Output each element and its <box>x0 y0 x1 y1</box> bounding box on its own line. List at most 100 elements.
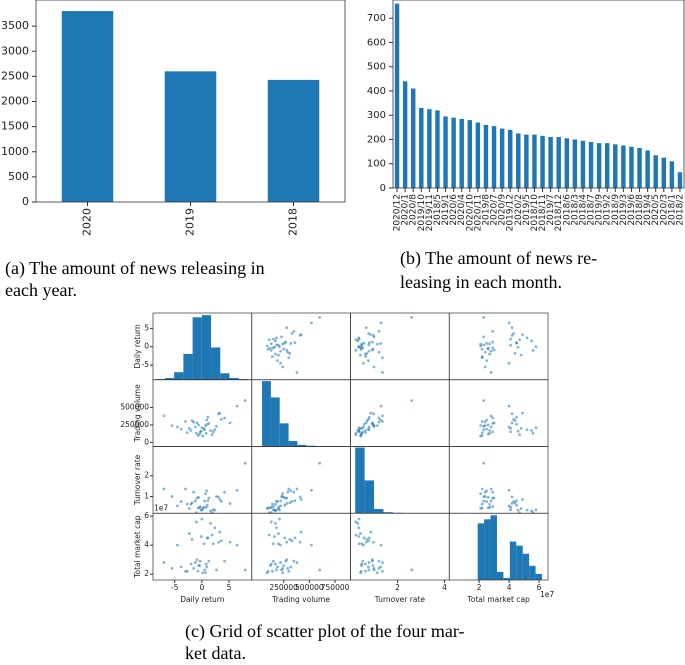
scatter-point <box>367 539 371 543</box>
x-tick-label: 4 <box>507 583 512 592</box>
scatter-point <box>295 371 299 374</box>
bar <box>564 138 570 188</box>
histogram-bar <box>477 523 485 580</box>
scatter-point <box>530 339 533 343</box>
scatter-point <box>510 412 514 416</box>
y-tick-label: 4 <box>144 540 149 549</box>
scatter-point <box>196 569 200 573</box>
scatter-point <box>270 355 274 359</box>
x-tick-label: 2018/2 <box>675 194 685 226</box>
scatter-point <box>381 569 384 573</box>
scatter-point <box>519 353 523 357</box>
y-tick-label: 6 <box>144 511 149 520</box>
scatter-point <box>357 535 361 538</box>
scatter-point <box>377 329 381 333</box>
scatter-point <box>203 499 206 503</box>
scatter-point <box>354 338 358 342</box>
scatter-point <box>275 508 278 512</box>
scatter-point <box>284 340 288 344</box>
scatter-point <box>525 336 529 340</box>
x-tick-label: 2019/6 <box>627 194 637 226</box>
histogram-bar <box>355 447 365 514</box>
x-tick-label: 2019/7 <box>546 194 556 226</box>
bar <box>580 140 586 188</box>
scatter-point <box>372 365 376 369</box>
bar <box>459 118 464 188</box>
scatter-point <box>310 321 313 325</box>
scatter-point <box>228 540 232 544</box>
scatter-point <box>288 501 292 505</box>
histogram-bar <box>484 519 491 580</box>
x-tick-label: 2019/3 <box>619 194 629 226</box>
scatter-point <box>485 342 489 345</box>
scatter-point <box>197 495 200 499</box>
scatter-point <box>509 337 512 341</box>
histogram-bar <box>364 480 375 514</box>
scatter-point <box>235 543 239 547</box>
scatter-point <box>269 342 273 346</box>
scatter-point <box>200 517 204 521</box>
histogram-bar <box>522 553 530 580</box>
x-tick-label: 2020/10 <box>465 194 475 232</box>
x-tick-label: 500000 <box>295 583 324 592</box>
scatter-point <box>162 487 166 491</box>
scatter-point <box>270 502 274 506</box>
scatter-point <box>202 427 206 430</box>
histogram-bar <box>164 378 175 380</box>
scatter-point <box>288 537 292 541</box>
scatter-point <box>507 404 511 408</box>
caption: leasing in each month. <box>400 272 562 292</box>
scatter-point <box>364 355 367 359</box>
x-tick-label: 2018/4 <box>578 194 588 226</box>
histogram-bar <box>192 317 202 380</box>
scatter-point <box>381 356 384 360</box>
scatter-point <box>480 506 484 510</box>
bar <box>491 126 497 188</box>
scatter-point <box>293 536 297 540</box>
bar <box>467 120 473 188</box>
scatter-point <box>207 422 211 425</box>
scatter-point <box>366 359 370 363</box>
histogram-bar <box>490 515 497 580</box>
scatter-point <box>272 508 276 512</box>
scatter-point <box>363 562 367 566</box>
scatter-point <box>205 565 209 569</box>
bar <box>613 144 618 188</box>
scatter-point <box>207 496 211 500</box>
scatter-point <box>207 559 211 563</box>
y-tick-label: 500000 <box>120 403 149 412</box>
scatter-point <box>370 559 374 563</box>
scatter-point <box>369 411 373 415</box>
scatter-point <box>359 347 363 351</box>
scatter-point <box>488 342 492 346</box>
scatter-point <box>265 344 269 348</box>
scatter-point <box>289 342 293 345</box>
scatter-point <box>293 499 297 503</box>
scatter-point <box>279 361 282 365</box>
scatter-point <box>482 424 486 428</box>
histogram-bar <box>279 423 289 447</box>
scatter-point <box>513 351 517 355</box>
scatter-point <box>223 490 227 494</box>
scatter-point <box>367 536 371 540</box>
x-tick-label: 2020 <box>81 208 94 236</box>
scatter-point <box>290 499 294 503</box>
scatter-point <box>482 343 486 347</box>
scatter-point <box>509 343 512 347</box>
scatter-point <box>283 503 287 507</box>
histogram-bar <box>174 372 184 380</box>
x-tick-label: 2019/5 <box>522 194 532 226</box>
scatter-point <box>516 345 520 349</box>
scatter-point <box>280 568 283 572</box>
scatter-point <box>375 424 379 428</box>
scatter-point <box>516 508 520 512</box>
bar <box>645 150 650 188</box>
scatter-point <box>266 569 270 573</box>
scatter-point <box>371 347 375 351</box>
y-tick-label: 700 <box>367 13 386 24</box>
bar <box>61 11 114 202</box>
scatter-point <box>269 511 273 514</box>
scatter-point <box>512 499 515 503</box>
scatter-point <box>192 566 196 570</box>
cell <box>479 399 538 438</box>
